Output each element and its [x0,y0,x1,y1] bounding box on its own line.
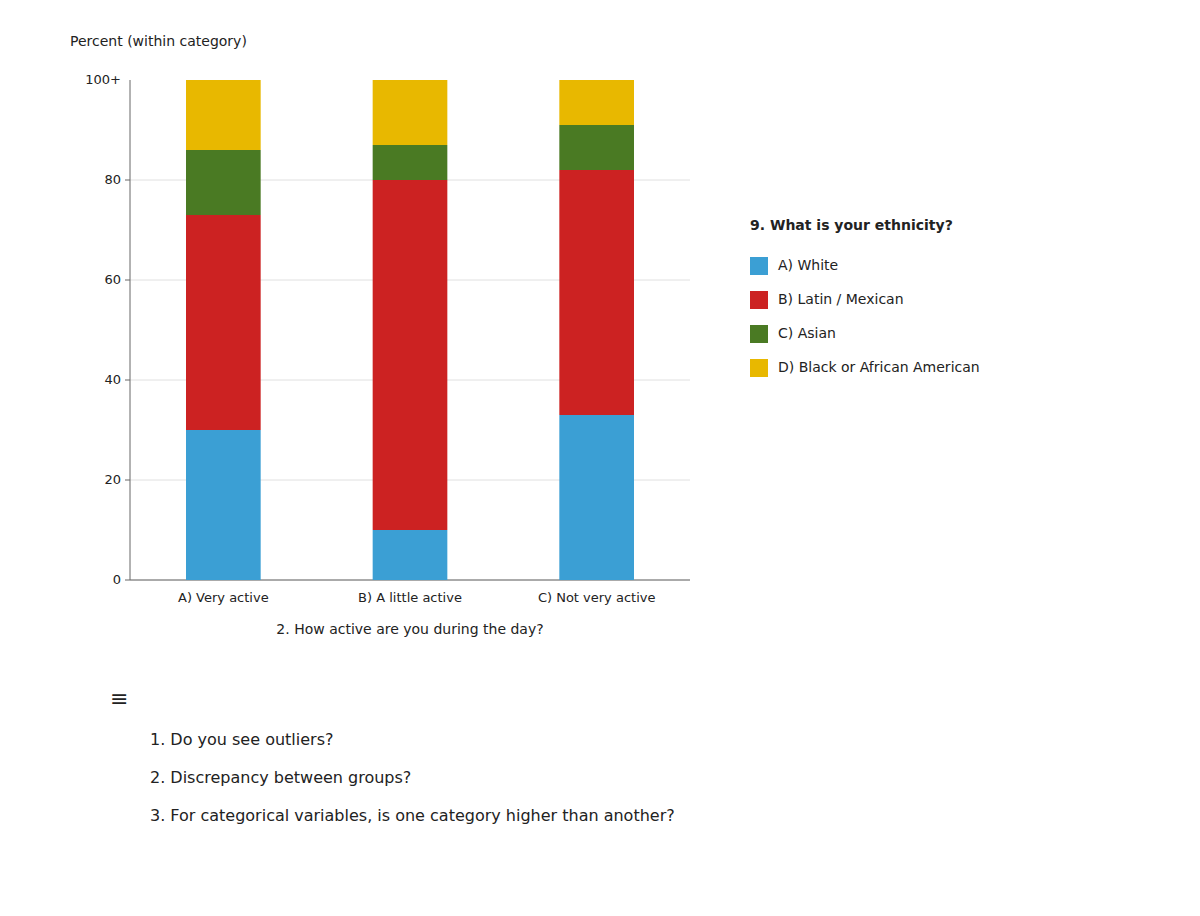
legend-swatch [750,257,768,275]
y-tick [125,580,130,581]
y-tick-label: 0 [113,572,121,587]
bar-segment [186,215,261,430]
legend-label: C) Asian [778,325,836,341]
question: 3. For categorical variables, is one cat… [150,806,675,825]
bar-segment [373,180,448,530]
y-tick [125,280,130,281]
y-tick [125,480,130,481]
x-tick-label: C) Not very active [538,590,656,605]
bar-segment [559,170,634,415]
bar-segment [559,125,634,170]
x-tick-label: A) Very active [178,590,269,605]
x-axis-label: 2. How active are you during the day? [276,621,543,637]
axes: 0 20 40 60 80 A) Very active B) A little activ… [104,80,690,605]
legend-label: A) White [778,257,838,273]
menu-icon: ≡ [110,686,128,711]
y-tick-label: 60 [104,272,121,287]
y-axis-line [130,80,131,580]
question: 2. Discrepancy between groups? [150,768,411,787]
x-tick-label: B) A little active [358,590,462,605]
y-tick-label: 20 [104,472,121,487]
bar-segment [186,80,261,150]
bar-segment [559,415,634,580]
question: 1. Do you see outliers? [150,730,333,749]
annotation: 100+ [85,72,121,87]
y-tick-label: 40 [104,372,121,387]
legend-label: B) Latin / Mexican [778,291,904,307]
legend-title: 9. What is your ethnicity? [750,217,953,233]
bar-segment [373,145,448,180]
legend-swatch [750,359,768,377]
page: {"chart_data": {"type": "bar", "stacked"… [0,0,1200,916]
bar-segment [373,80,448,145]
legend-label: D) Black or African American [778,359,980,375]
bar-segment [559,80,634,125]
y-tick-label: 80 [104,172,121,187]
legend-swatch [750,325,768,343]
y-tick [125,380,130,381]
bar-segment [186,430,261,580]
y-axis-label: Percent (within category) [70,33,247,49]
chart: 0 20 40 60 80 A) Very active B) A little activ… [0,0,1200,916]
legend-swatch [750,291,768,309]
bars [186,80,634,580]
bar-segment [373,530,448,580]
y-tick [125,180,130,181]
bar-segment [186,150,261,215]
legend: 9. What is your ethnicity? A) White B) Lat… [750,217,980,377]
